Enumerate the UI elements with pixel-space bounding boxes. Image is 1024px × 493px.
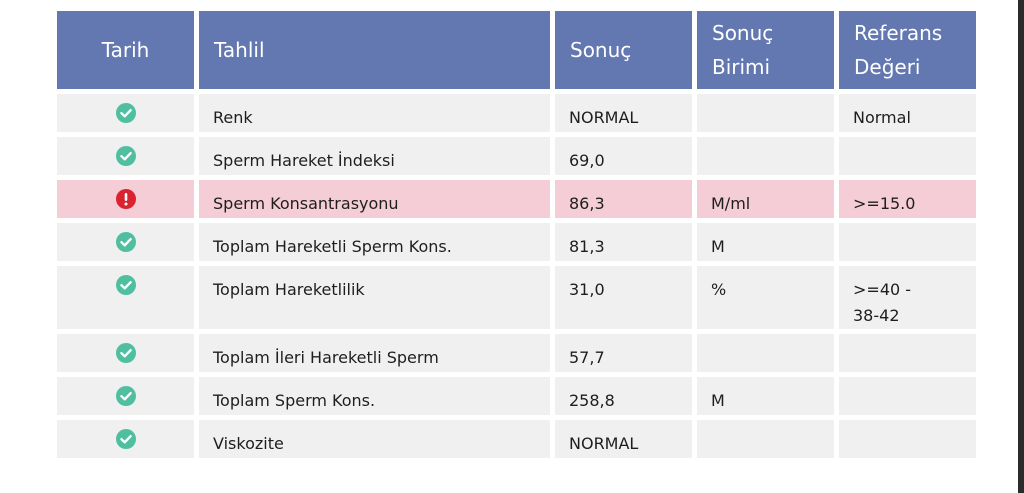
status-cell [57, 94, 194, 132]
column-header-result: Sonuç [555, 11, 692, 89]
test-name-cell: Sperm Hareket İndeksi [199, 137, 550, 175]
table-row: Toplam Hareketli Sperm Kons. 81,3 M [57, 223, 976, 261]
reference-cell [839, 223, 976, 261]
unit-cell [697, 94, 834, 132]
check-circle-icon [115, 103, 136, 123]
result-cell: NORMAL [555, 420, 692, 458]
column-header-reference-line2: Değeri [854, 55, 921, 79]
reference-cell: Normal [839, 94, 976, 132]
result-cell: 86,3 [555, 180, 692, 218]
test-name-cell: Toplam Hareketli Sperm Kons. [199, 223, 550, 261]
table-row: Toplam Sperm Kons. 258,8 M [57, 377, 976, 415]
unit-cell [697, 334, 834, 372]
result-cell: 258,8 [555, 377, 692, 415]
status-cell [57, 377, 194, 415]
reference-cell [839, 137, 976, 175]
reference-line1: >=40 - [853, 280, 912, 299]
check-circle-icon [115, 429, 136, 449]
result-cell: 81,3 [555, 223, 692, 261]
table-row: Sperm Hareket İndeksi 69,0 [57, 137, 976, 175]
result-cell: 31,0 [555, 266, 692, 329]
check-circle-icon [115, 343, 136, 363]
test-name-cell: Toplam İleri Hareketli Sperm [199, 334, 550, 372]
check-circle-icon [115, 275, 136, 295]
reference-cell [839, 377, 976, 415]
column-header-test: Tahlil [199, 11, 550, 89]
column-header-unit-line1: Sonuç [712, 21, 774, 45]
result-cell: 69,0 [555, 137, 692, 175]
check-circle-icon [115, 386, 136, 406]
result-cell: NORMAL [555, 94, 692, 132]
table-row: Viskozite NORMAL [57, 420, 976, 458]
status-cell [57, 334, 194, 372]
status-cell [57, 266, 194, 329]
table-row: Toplam İleri Hareketli Sperm 57,7 [57, 334, 976, 372]
status-cell [57, 223, 194, 261]
status-cell [57, 420, 194, 458]
reference-cell: >=40 - 38-42 [839, 266, 976, 329]
scrollbar-edge [1018, 0, 1024, 493]
status-cell [57, 137, 194, 175]
exclamation-circle-icon [115, 189, 136, 209]
reference-line2: 38-42 [853, 306, 900, 325]
column-header-unit: Sonuç Birimi [697, 11, 834, 89]
test-name-cell: Viskozite [199, 420, 550, 458]
column-header-reference: Referans Değeri [839, 11, 976, 89]
table-row: Renk NORMAL Normal [57, 94, 976, 132]
column-header-reference-line1: Referans [854, 21, 943, 45]
lab-results-table: Tarih Tahlil Sonuç Sonuç Birimi Referans D… [52, 6, 981, 463]
reference-cell: >=15.0 [839, 180, 976, 218]
check-circle-icon [115, 146, 136, 166]
reference-cell [839, 420, 976, 458]
reference-cell [839, 334, 976, 372]
table-header-row: Tarih Tahlil Sonuç Sonuç Birimi Referans D… [57, 11, 976, 89]
table-row: Toplam Hareketlilik 31,0 % >=40 - 38-42 [57, 266, 976, 329]
check-circle-icon [115, 232, 136, 252]
unit-cell: M/ml [697, 180, 834, 218]
result-cell: 57,7 [555, 334, 692, 372]
unit-cell: M [697, 223, 834, 261]
table-row-alert: Sperm Konsantrasyonu 86,3 M/ml >=15.0 [57, 180, 976, 218]
column-header-date: Tarih [57, 11, 194, 89]
status-cell [57, 180, 194, 218]
column-header-unit-line2: Birimi [712, 55, 771, 79]
test-name-cell: Sperm Konsantrasyonu [199, 180, 550, 218]
test-name-cell: Renk [199, 94, 550, 132]
unit-cell: M [697, 377, 834, 415]
test-name-cell: Toplam Sperm Kons. [199, 377, 550, 415]
test-name-cell: Toplam Hareketlilik [199, 266, 550, 329]
unit-cell: % [697, 266, 834, 329]
unit-cell [697, 137, 834, 175]
unit-cell [697, 420, 834, 458]
